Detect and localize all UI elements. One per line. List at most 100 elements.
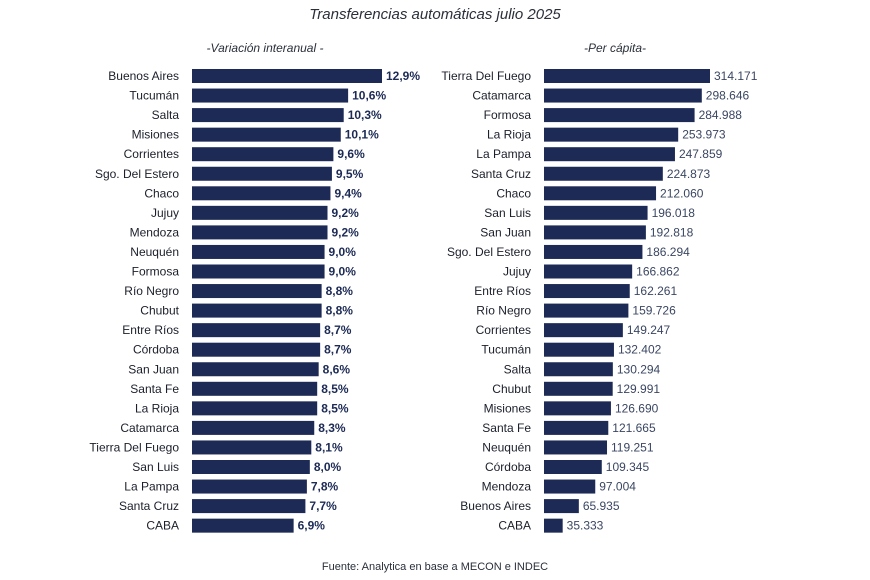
right-value-label: 192.818 — [650, 225, 694, 239]
right-value-label: 126.690 — [615, 401, 659, 415]
right-category-label: Neuquén — [482, 440, 531, 454]
left-chart-subtitle: -Variación interanual - — [206, 41, 324, 55]
left-value-label: 9,2% — [332, 206, 360, 220]
left-value-label: 8,6% — [323, 362, 351, 376]
right-value-label: 130.294 — [617, 362, 661, 376]
right-category-label: Chubut — [492, 382, 531, 396]
left-bar — [192, 166, 332, 181]
right-category-label: San Luis — [484, 206, 531, 220]
left-category-label: Buenos Aires — [108, 69, 179, 83]
left-bar — [192, 264, 325, 279]
right-bar — [544, 244, 643, 259]
right-value-label: 186.294 — [646, 245, 690, 259]
left-bar — [192, 362, 319, 377]
right-bar — [544, 323, 623, 338]
left-category-label: Río Negro — [124, 284, 179, 298]
left-value-label: 9,0% — [329, 265, 357, 279]
right-category-label: Misiones — [484, 401, 531, 415]
left-category-label: Mendoza — [130, 225, 180, 239]
left-bar — [192, 69, 382, 83]
left-bar — [192, 127, 341, 142]
right-bar — [544, 440, 608, 455]
left-category-label: La Pampa — [124, 480, 179, 494]
right-bar — [544, 147, 675, 162]
right-value-label: 129.991 — [617, 382, 661, 396]
left-category-label: Chubut — [140, 304, 179, 318]
left-category-label: Tierra Del Fuego — [89, 440, 179, 454]
left-bar — [192, 244, 325, 259]
right-category-label: San Juan — [480, 225, 531, 239]
left-category-label: Misiones — [132, 128, 179, 142]
left-category-label: CABA — [146, 519, 179, 533]
left-bar — [192, 518, 294, 533]
right-bar — [544, 303, 629, 318]
right-value-label: 121.665 — [612, 421, 656, 435]
left-category-label: Salta — [152, 108, 180, 122]
right-bar — [544, 420, 609, 435]
right-bar — [544, 127, 679, 142]
left-bar — [192, 460, 310, 474]
left-value-label: 8,0% — [314, 460, 342, 474]
right-value-label: 284.988 — [699, 108, 743, 122]
right-bar — [544, 518, 563, 533]
right-bar — [544, 284, 630, 299]
left-value-label: 7,8% — [311, 480, 339, 494]
right-value-label: 159.726 — [632, 304, 676, 318]
left-bar — [192, 303, 322, 318]
left-category-label: Formosa — [132, 265, 180, 279]
right-bar — [544, 460, 602, 474]
right-value-label: 166.862 — [636, 265, 680, 279]
chart-title: Transferencias automáticas julio 2025 — [309, 6, 561, 23]
left-value-label: 10,6% — [352, 89, 386, 103]
right-category-label: Río Negro — [476, 304, 531, 318]
right-category-label: Santa Fe — [482, 421, 531, 435]
right-category-label: Buenos Aires — [460, 499, 531, 513]
right-value-label: 132.402 — [618, 343, 662, 357]
left-category-label: Santa Fe — [130, 382, 179, 396]
left-value-label: 8,1% — [315, 440, 343, 454]
left-value-label: 8,8% — [326, 304, 354, 318]
left-value-label: 9,6% — [337, 147, 365, 161]
left-value-label: 8,7% — [324, 343, 352, 357]
right-value-label: 298.646 — [706, 89, 750, 103]
left-bar — [192, 381, 318, 396]
left-value-label: 9,2% — [332, 225, 360, 239]
left-category-label: Catamarca — [120, 421, 179, 435]
left-category-label: Santa Cruz — [119, 499, 179, 513]
left-category-label: Córdoba — [133, 343, 179, 357]
left-value-label: 12,9% — [386, 69, 420, 83]
right-chart-subtitle: -Per cápita- — [583, 41, 647, 55]
left-bar — [192, 88, 349, 103]
right-bar — [544, 88, 702, 103]
left-bar — [192, 186, 331, 201]
right-category-label: Corrientes — [476, 323, 531, 337]
left-category-label: Chaco — [144, 186, 179, 200]
left-bar — [192, 147, 334, 162]
left-bar — [192, 205, 328, 220]
left-bar — [192, 479, 307, 494]
right-category-label: Tucumán — [481, 343, 531, 357]
right-value-label: 212.060 — [660, 186, 704, 200]
right-bar — [544, 108, 695, 123]
right-bar — [544, 225, 646, 240]
left-bar — [192, 284, 322, 299]
left-value-label: 8,5% — [321, 401, 349, 415]
source-note: Fuente: Analytica en base a MECON e INDE… — [321, 561, 549, 573]
right-value-label: 119.251 — [611, 440, 654, 454]
left-category-label: Jujuy — [151, 206, 179, 220]
right-bar — [544, 362, 613, 377]
left-bar — [192, 225, 328, 240]
right-category-label: Córdoba — [485, 460, 531, 474]
right-category-label: Catamarca — [472, 89, 531, 103]
right-category-label: Formosa — [484, 108, 532, 122]
left-category-label: Tucumán — [129, 89, 179, 103]
left-bar — [192, 108, 344, 123]
left-category-label: Corrientes — [124, 147, 179, 161]
right-bar — [544, 401, 611, 416]
right-value-label: 35.333 — [567, 519, 604, 533]
left-value-label: 9,0% — [329, 245, 357, 259]
left-value-label: 9,4% — [334, 186, 362, 200]
right-category-label: CABA — [498, 519, 531, 533]
left-value-label: 6,9% — [298, 519, 326, 533]
